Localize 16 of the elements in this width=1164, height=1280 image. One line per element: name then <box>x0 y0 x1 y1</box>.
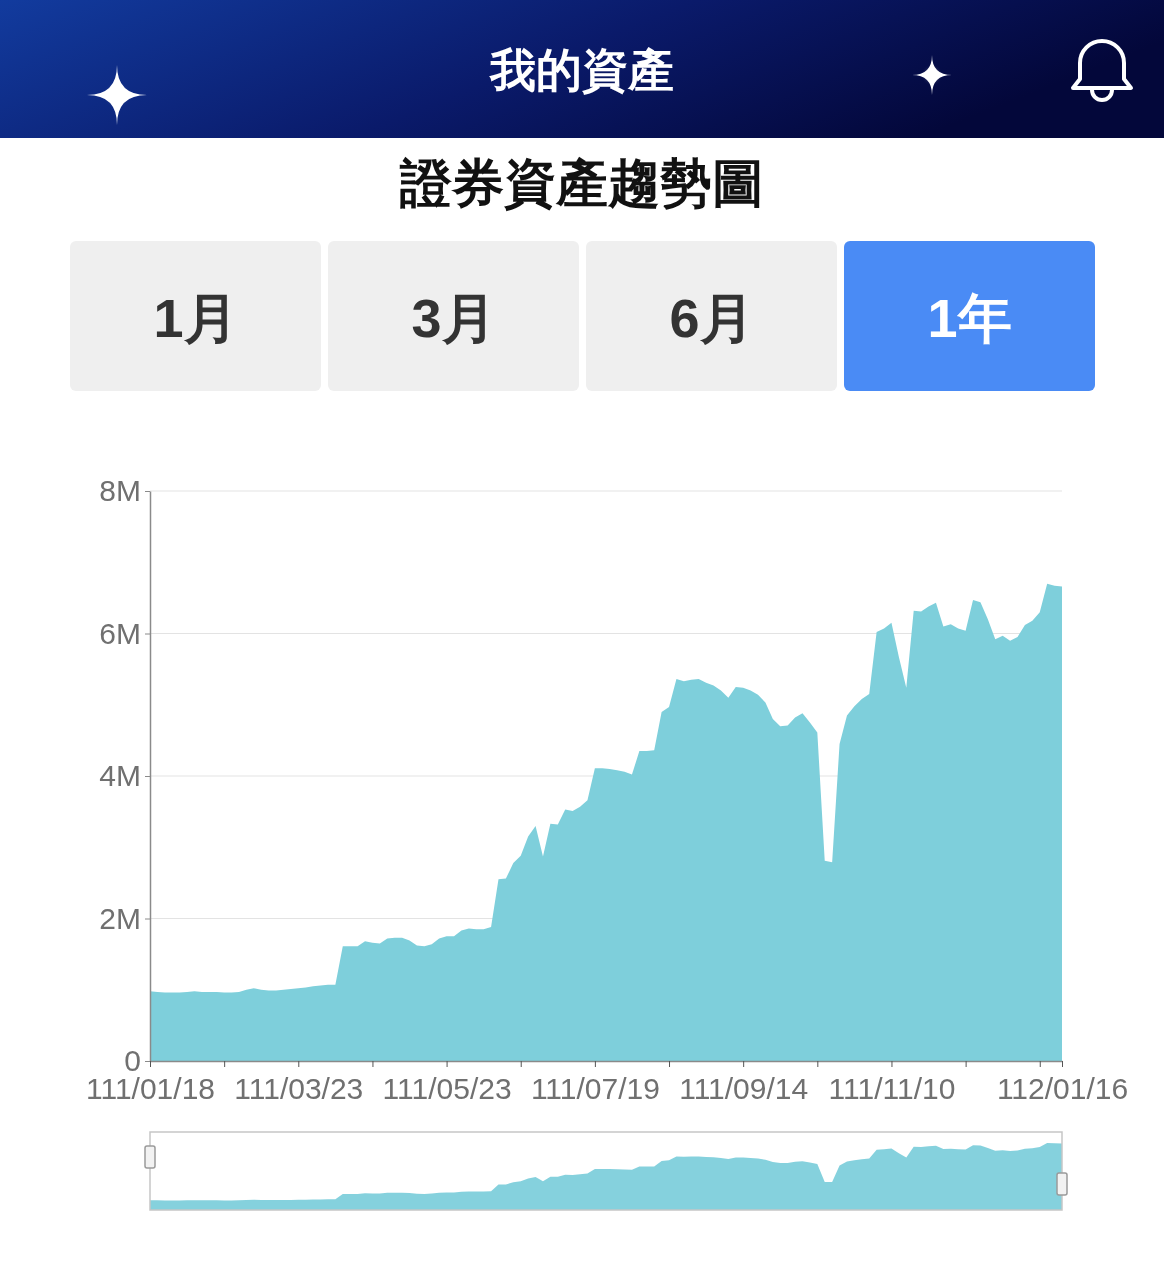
y-tick-label: 2M <box>99 901 141 935</box>
y-tick-label: 8M <box>99 474 141 508</box>
x-tick-label: 111/07/19 <box>530 1072 660 1106</box>
text: 我的資產 <box>489 44 674 96</box>
x-tick-label: 111/09/14 <box>679 1072 809 1106</box>
x-tick-label: 111/05/23 <box>382 1072 512 1106</box>
tab-button: 1月 <box>70 241 321 391</box>
tab-button: 3月 <box>328 241 579 391</box>
x-tick-label: 111/03/23 <box>234 1072 364 1106</box>
x-tick-label: 112/01/16 <box>996 1072 1129 1106</box>
y-tick-label: 4M <box>99 759 141 793</box>
chart-title: 證券資產趨勢圖 <box>399 154 764 212</box>
x-tick-label: 111/11/10 <box>828 1072 956 1106</box>
tab-button: 1年 <box>844 241 1095 391</box>
y-tick-label: 6M <box>99 616 141 650</box>
tab-button: 6月 <box>586 241 837 391</box>
